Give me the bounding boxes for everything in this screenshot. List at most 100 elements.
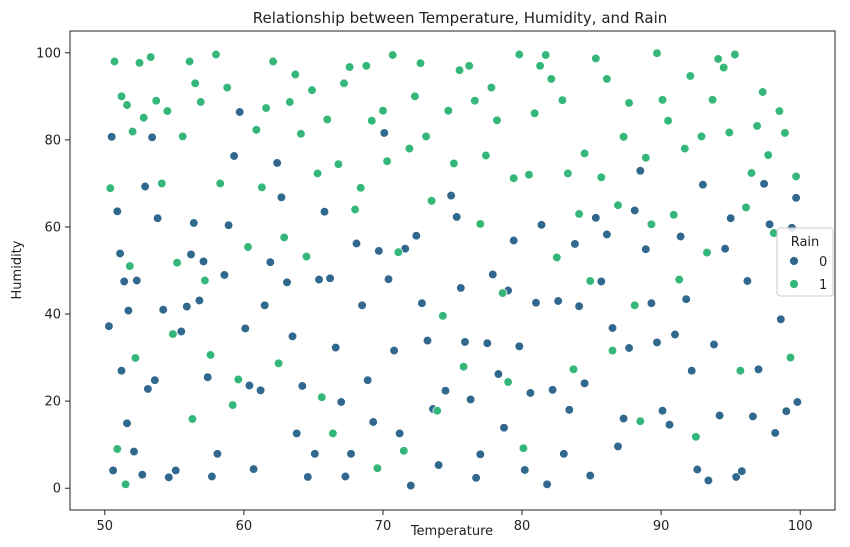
x-tick-label: 70 bbox=[375, 519, 392, 534]
point-rain-0 bbox=[171, 465, 181, 476]
point-rain-1 bbox=[741, 202, 751, 213]
point-rain-0 bbox=[781, 406, 791, 416]
point-rain-0 bbox=[791, 193, 801, 203]
point-rain-0 bbox=[570, 239, 580, 249]
point-rain-0 bbox=[776, 314, 786, 324]
point-rain-1 bbox=[162, 106, 173, 116]
point-rain-0 bbox=[698, 180, 708, 190]
point-rain-0 bbox=[346, 449, 356, 459]
point-rain-1 bbox=[333, 159, 344, 169]
point-rain-0 bbox=[303, 472, 313, 482]
x-axis: 50 60 70 80 90 100 bbox=[96, 510, 813, 534]
point-rain-1 bbox=[454, 65, 465, 75]
point-rain-1 bbox=[724, 127, 734, 138]
point-rain-1 bbox=[449, 158, 459, 169]
y-tick-label: 100 bbox=[36, 46, 61, 61]
point-rain-0 bbox=[287, 331, 298, 341]
point-rain-0 bbox=[759, 179, 769, 189]
point-rain-0 bbox=[675, 231, 686, 242]
point-rain-1 bbox=[228, 400, 238, 410]
point-rain-0 bbox=[389, 345, 399, 356]
point-rain-0 bbox=[641, 244, 651, 254]
point-rain-1 bbox=[251, 125, 262, 135]
point-rain-1 bbox=[752, 121, 762, 131]
point-rain-0 bbox=[433, 460, 444, 470]
point-rain-0 bbox=[158, 305, 168, 315]
point-rain-0 bbox=[351, 238, 362, 249]
point-rain-0 bbox=[255, 385, 266, 395]
point-rain-1 bbox=[268, 56, 278, 67]
point-rain-0 bbox=[248, 464, 259, 474]
point-rain-1 bbox=[579, 148, 590, 159]
point-rain-0 bbox=[591, 213, 601, 223]
point-rain-1 bbox=[120, 479, 131, 489]
point-rain-0 bbox=[122, 418, 132, 428]
point-rain-1 bbox=[475, 219, 485, 229]
point-rain-1 bbox=[116, 91, 127, 101]
point-rain-1 bbox=[585, 276, 595, 286]
point-rain-0 bbox=[720, 244, 730, 254]
point-rain-0 bbox=[292, 428, 302, 439]
point-rain-0 bbox=[422, 335, 433, 346]
point-rain-1 bbox=[763, 150, 773, 160]
point-rain-1 bbox=[702, 247, 712, 258]
point-rain-0 bbox=[635, 166, 645, 176]
point-rain-1 bbox=[168, 329, 178, 339]
point-rain-1 bbox=[713, 54, 723, 64]
point-rain-0 bbox=[137, 470, 147, 480]
x-tick-label: 60 bbox=[236, 519, 253, 534]
plot-area bbox=[70, 31, 850, 510]
point-rain-1 bbox=[350, 204, 360, 215]
point-rain-1 bbox=[432, 406, 442, 416]
point-rain-0 bbox=[394, 428, 405, 439]
y-axis-title: Humidity bbox=[10, 240, 25, 299]
point-rain-0 bbox=[726, 213, 736, 223]
point-rain-0 bbox=[531, 298, 541, 308]
point-rain-0 bbox=[475, 449, 485, 459]
point-rain-1 bbox=[339, 78, 349, 88]
point-rain-0 bbox=[104, 321, 114, 331]
point-rain-1 bbox=[296, 129, 306, 139]
point-rain-1 bbox=[172, 258, 182, 268]
y-tick-label: 20 bbox=[44, 395, 61, 410]
point-rain-1 bbox=[388, 50, 398, 60]
point-rain-1 bbox=[361, 61, 371, 71]
point-rain-0 bbox=[368, 417, 378, 427]
point-rain-1 bbox=[735, 366, 746, 376]
point-rain-1 bbox=[261, 103, 271, 113]
point-rain-0 bbox=[310, 449, 320, 459]
point-rain-0 bbox=[229, 151, 239, 161]
point-rain-1 bbox=[529, 108, 540, 118]
point-rain-1 bbox=[105, 183, 115, 193]
point-rain-1 bbox=[222, 82, 232, 93]
point-rain-0 bbox=[336, 397, 346, 407]
point-rain-1 bbox=[646, 219, 657, 229]
point-rain-1 bbox=[190, 78, 200, 88]
point-rain-0 bbox=[664, 420, 675, 430]
point-rain-0 bbox=[440, 386, 451, 396]
point-rain-1 bbox=[541, 50, 551, 60]
point-rain-1 bbox=[200, 275, 210, 286]
point-rain-1 bbox=[151, 96, 161, 106]
legend-label-1: 1 bbox=[819, 278, 827, 293]
point-rain-1 bbox=[404, 143, 415, 154]
point-rain-1 bbox=[791, 171, 801, 182]
point-rain-1 bbox=[109, 56, 120, 67]
point-rain-1 bbox=[563, 168, 573, 179]
point-rain-1 bbox=[680, 143, 690, 154]
point-rain-0 bbox=[331, 342, 341, 353]
point-rain-1 bbox=[112, 444, 122, 454]
point-rain-0 bbox=[452, 212, 462, 222]
point-rain-1 bbox=[509, 173, 519, 183]
point-rain-1 bbox=[635, 416, 645, 426]
point-rain-1 bbox=[127, 126, 138, 137]
point-rain-1 bbox=[607, 345, 618, 356]
point-rain-0 bbox=[607, 323, 618, 333]
point-rain-1 bbox=[215, 178, 225, 189]
point-rain-1 bbox=[780, 128, 790, 138]
point-rain-1 bbox=[125, 261, 135, 271]
point-rain-0 bbox=[542, 479, 552, 489]
point-rain-1 bbox=[746, 168, 757, 178]
point-rain-1 bbox=[421, 131, 431, 142]
point-rain-0 bbox=[147, 132, 157, 142]
